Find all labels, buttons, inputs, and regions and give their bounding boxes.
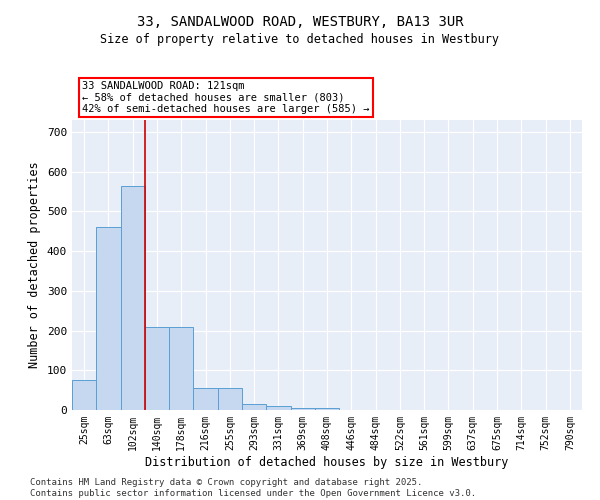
X-axis label: Distribution of detached houses by size in Westbury: Distribution of detached houses by size … — [145, 456, 509, 468]
Text: 33 SANDALWOOD ROAD: 121sqm
← 58% of detached houses are smaller (803)
42% of sem: 33 SANDALWOOD ROAD: 121sqm ← 58% of deta… — [82, 81, 370, 114]
Text: 33, SANDALWOOD ROAD, WESTBURY, BA13 3UR: 33, SANDALWOOD ROAD, WESTBURY, BA13 3UR — [137, 15, 463, 29]
Bar — [169, 326, 193, 410]
Bar — [266, 406, 290, 410]
Text: Size of property relative to detached houses in Westbury: Size of property relative to detached ho… — [101, 32, 499, 46]
Bar — [121, 186, 145, 410]
Bar — [193, 388, 218, 410]
Bar — [218, 388, 242, 410]
Bar — [96, 228, 121, 410]
Bar — [290, 408, 315, 410]
Bar — [315, 408, 339, 410]
Y-axis label: Number of detached properties: Number of detached properties — [28, 162, 41, 368]
Bar — [72, 380, 96, 410]
Bar — [242, 404, 266, 410]
Text: Contains HM Land Registry data © Crown copyright and database right 2025.
Contai: Contains HM Land Registry data © Crown c… — [30, 478, 476, 498]
Bar — [145, 326, 169, 410]
